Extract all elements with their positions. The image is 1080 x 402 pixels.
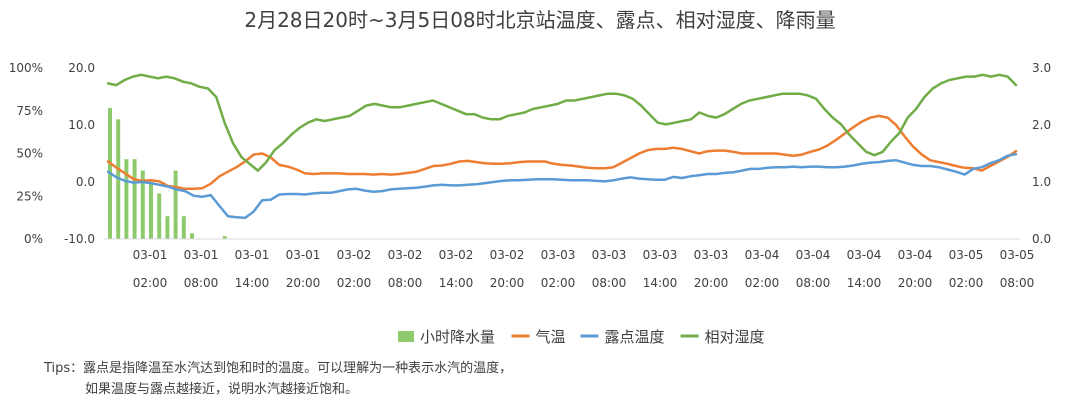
series-lines bbox=[106, 73, 1018, 220]
x-tick-time: 14:00 bbox=[235, 276, 270, 290]
x-tick-time: 08:00 bbox=[796, 276, 831, 290]
x-tick-date: 03-03 bbox=[592, 248, 627, 262]
x-tick-date: 03-05 bbox=[1000, 248, 1035, 262]
x-tick-time: 20:00 bbox=[898, 276, 933, 290]
y-left-temp-tick: 20.0 bbox=[68, 61, 95, 75]
x-tick-date: 03-03 bbox=[541, 248, 576, 262]
legend-label: 小时降水量 bbox=[420, 328, 495, 346]
precip-bar bbox=[140, 170, 145, 239]
x-tick-date: 03-01 bbox=[235, 248, 270, 262]
x-tick-date: 03-01 bbox=[184, 248, 219, 262]
x-tick-time: 02:00 bbox=[745, 276, 780, 290]
x-tick-date: 03-05 bbox=[949, 248, 984, 262]
tips-line-2: 如果温度与露点越接近，说明水汽越接近饱和。 bbox=[85, 382, 359, 397]
series-line-temp bbox=[106, 152, 1018, 220]
x-tick-time: 08:00 bbox=[592, 276, 627, 290]
legend-swatch-bar bbox=[398, 331, 414, 342]
y-left-temp-tick: -10.0 bbox=[64, 232, 95, 246]
left-axes: 0% 25% 50% 75% 100% -10.0 0.0 10.0 20.0 bbox=[9, 61, 95, 246]
y-left-temp-tick: 0.0 bbox=[76, 175, 95, 189]
x-tick-time: 20:00 bbox=[490, 276, 525, 290]
x-tick-time: 02:00 bbox=[949, 276, 984, 290]
y-right-tick: 2.0 bbox=[1032, 118, 1051, 132]
chart-title: 2月28日20时~3月5日08时北京站温度、露点、相对湿度、降雨量 bbox=[244, 8, 835, 32]
x-tick-date: 03-01 bbox=[286, 248, 321, 262]
tips-line-1: Tips：露点是指降温至水汽达到饱和时的温度。可以理解为一种表示水汽的温度， bbox=[44, 361, 513, 376]
x-tick-time: 02:00 bbox=[337, 276, 372, 290]
x-tick-date: 03-02 bbox=[439, 248, 474, 262]
x-tick-time: 08:00 bbox=[184, 276, 219, 290]
x-tick-date: 03-02 bbox=[388, 248, 423, 262]
x-tick-date: 03-02 bbox=[490, 248, 525, 262]
x-tick-date: 03-01 bbox=[133, 248, 168, 262]
x-tick-time: 08:00 bbox=[1000, 276, 1035, 290]
x-tick-date: 03-03 bbox=[643, 248, 678, 262]
legend-label: 气温 bbox=[536, 328, 566, 346]
precip-bar bbox=[165, 216, 170, 239]
x-tick-time: 08:00 bbox=[388, 276, 423, 290]
precip-bar bbox=[149, 182, 153, 239]
series-line-temp bbox=[106, 114, 1018, 191]
y-right-tick: 1.0 bbox=[1032, 175, 1051, 189]
y-left-pct-tick: 50% bbox=[16, 147, 43, 161]
precip-bar bbox=[124, 159, 129, 239]
right-axis: 0.0 1.0 2.0 3.0 bbox=[1032, 61, 1051, 246]
y-left-temp-tick: 10.0 bbox=[68, 118, 95, 132]
y-left-pct-tick: 25% bbox=[16, 189, 43, 203]
x-tick-date: 03-03 bbox=[694, 248, 729, 262]
y-left-pct-tick: 0% bbox=[24, 232, 43, 246]
precip-bar bbox=[173, 170, 178, 239]
precip-bar bbox=[132, 159, 137, 239]
x-tick-date: 03-04 bbox=[847, 248, 882, 262]
precip-bar bbox=[222, 236, 227, 239]
x-axis: 03-01 02:00 03-01 08:00 03-01 14:00 03-01 20:00… bbox=[104, 238, 1035, 290]
legend-label: 露点温度 bbox=[605, 328, 665, 346]
y-left-pct-tick: 100% bbox=[9, 61, 43, 75]
x-tick-time: 14:00 bbox=[847, 276, 882, 290]
y-left-pct-tick: 75% bbox=[16, 104, 43, 118]
x-tick-time: 02:00 bbox=[541, 276, 576, 290]
x-tick-date: 03-04 bbox=[745, 248, 780, 262]
legend: 小时降水量 气温 露点温度 相对湿度 bbox=[398, 328, 765, 346]
x-tick-time: 20:00 bbox=[286, 276, 321, 290]
y-right-tick: 0.0 bbox=[1032, 232, 1051, 246]
x-tick-date: 03-02 bbox=[337, 248, 372, 262]
x-tick-date: 03-04 bbox=[796, 248, 831, 262]
series-line-pct bbox=[106, 73, 1018, 172]
y-right-tick: 3.0 bbox=[1032, 61, 1051, 75]
precip-bar bbox=[181, 216, 186, 239]
precip-bar bbox=[190, 233, 194, 239]
x-tick-time: 14:00 bbox=[439, 276, 474, 290]
x-tick-time: 20:00 bbox=[694, 276, 729, 290]
precip-bar bbox=[157, 193, 162, 239]
legend-label: 相对湿度 bbox=[705, 328, 765, 346]
x-tick-time: 14:00 bbox=[643, 276, 678, 290]
x-tick-date: 03-04 bbox=[898, 248, 933, 262]
x-tick-time: 02:00 bbox=[133, 276, 168, 290]
